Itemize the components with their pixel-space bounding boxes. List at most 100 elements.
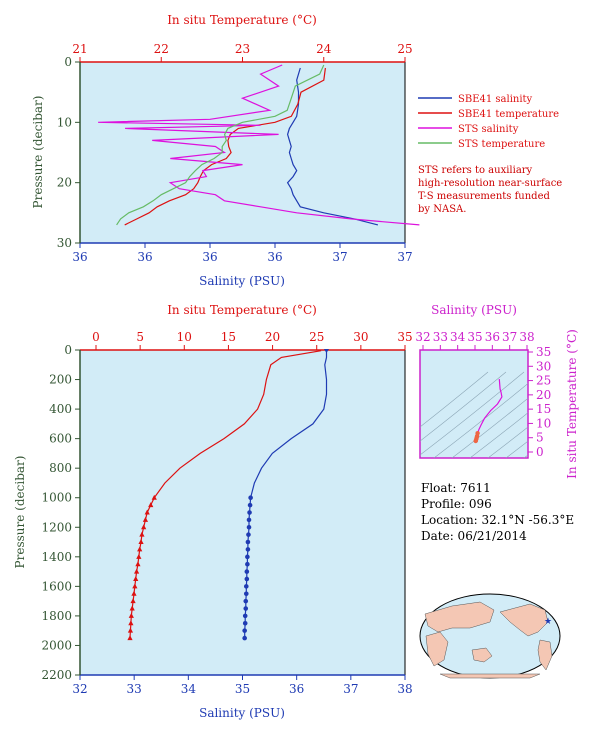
bottom-temperature-tick-label: 30	[353, 330, 368, 344]
bottom-pressure-tick-label: 800	[49, 461, 72, 475]
ts-temperature-tick-label: 20	[536, 388, 551, 402]
profile-number: Profile: 096	[421, 497, 492, 511]
top-salinity-tick-label: 36	[137, 250, 152, 264]
bottom-salinity-tick-label: 33	[127, 682, 142, 696]
salinity-marker	[245, 554, 250, 560]
temperature-marker	[148, 502, 154, 508]
temperature-marker	[142, 516, 149, 522]
ts-temperature-tick-label: 15	[536, 402, 551, 416]
density-contour	[451, 397, 528, 458]
salinity-marker	[243, 584, 249, 589]
temperature-marker	[141, 524, 147, 530]
temperature-marker	[151, 494, 157, 500]
top-salinity-tick-label: 36	[72, 250, 87, 264]
sts-note-line: T-S measurements funded	[418, 191, 550, 202]
top-pressure-axis-title: Pressure (decibar)	[31, 96, 45, 209]
ts-temperature-tick-label: 25	[536, 374, 551, 388]
sts-salinity-line	[98, 64, 420, 226]
bottom-salinity-tick-label: 34	[181, 682, 197, 696]
bottom-salinity-tick-label: 32	[72, 682, 87, 696]
sts-note-line: high-resolution near-surface	[418, 178, 563, 189]
bottom-pressure-tick-label: 600	[49, 432, 72, 446]
bottom-pressure-tick-label: 1000	[41, 491, 72, 505]
ts-salinity-tick-label: 33	[433, 330, 448, 344]
salinity-marker	[247, 502, 253, 508]
top-pressure-tick-label: 20	[57, 176, 72, 190]
salinity-marker	[246, 517, 252, 523]
date: Date: 06/21/2014	[421, 529, 527, 543]
salinity-marker	[245, 561, 250, 567]
salinity-marker	[245, 539, 251, 545]
sbe41-temperature-line	[124, 67, 326, 226]
bottom-pressure-tick-label: 1800	[41, 609, 72, 623]
temperature-marker	[139, 531, 145, 537]
top-temperature-tick-label: 24	[316, 42, 332, 56]
bottom-pressure-tick-label: 2200	[41, 668, 72, 682]
top-temperature-tick-label: 22	[154, 42, 169, 56]
salinity-marker	[242, 620, 248, 626]
bottom-temperature-tick-label: 25	[309, 330, 324, 344]
ts-temperature-tick-label: 0	[536, 445, 544, 459]
map-land-australia	[471, 647, 493, 663]
top-temperature-axis-title: In situ Temperature (°C)	[167, 13, 317, 27]
bottom-salinity-tick-label: 38	[397, 682, 412, 696]
legend-label-sbe41-temperature: SBE41 temperature	[458, 109, 559, 120]
salinity-marker	[246, 532, 251, 537]
top-salinity-tick-label: 36	[267, 250, 282, 264]
salinity-marker	[243, 606, 249, 611]
bottom-pressure-tick-label: 1600	[41, 579, 72, 593]
ts-salinity-tick-label: 38	[519, 330, 534, 344]
salinity-marker	[244, 569, 250, 574]
ts-curve	[473, 379, 503, 444]
sbe41-salinity-line	[286, 67, 379, 226]
salinity-marker	[246, 524, 252, 530]
bottom-pressure-tick-label: 200	[49, 373, 72, 387]
bottom-temperature-tick-label: 20	[265, 330, 280, 344]
top-salinity-axis-title: Salinity (PSU)	[199, 274, 285, 288]
float-id: Float: 7611	[421, 481, 491, 495]
ts-salinity-axis-title: Salinity (PSU)	[431, 303, 517, 317]
top-pressure-tick-label: 30	[57, 236, 72, 250]
temperature-marker	[127, 627, 134, 633]
top-profile-lines	[98, 64, 420, 226]
salinity-marker	[242, 613, 248, 619]
bottom-salinity-axis-title: Salinity (PSU)	[199, 706, 285, 720]
top-temperature-tick-label: 21	[72, 42, 87, 56]
bottom-profile-lines	[127, 348, 329, 641]
top-legend: SBE41 salinity SBE41 temperature STS sal…	[418, 94, 559, 150]
density-contour	[487, 426, 528, 458]
top-ticks: 21 22 23 24 25 36 36 36 36 37 37 0 10 20 30	[57, 42, 413, 264]
ts-salinity-tick-label: 34	[450, 330, 466, 344]
map-land-north-america	[499, 603, 549, 637]
sts-note-line: STS refers to auxiliary	[418, 165, 533, 176]
temperature-marker	[128, 620, 134, 626]
float-location-star-icon: ★	[544, 617, 552, 627]
density-contour	[505, 440, 528, 458]
bottom-pressure-tick-label: 1400	[41, 550, 72, 564]
temperature-marker	[137, 546, 143, 552]
ts-deep-marker	[473, 438, 478, 444]
ts-temperature-tick-label: 35	[536, 345, 551, 359]
bottom-pressure-tick-label: 1200	[41, 520, 72, 534]
top-salinity-tick-label: 36	[202, 250, 217, 264]
sts-temperature-line	[116, 64, 325, 226]
density-contour	[469, 412, 528, 458]
temperature-marker	[135, 561, 141, 567]
temperature-marker	[133, 575, 139, 581]
sts-note: STS refers to auxiliary high-resolution …	[418, 164, 562, 216]
bottom-temperature-tick-label: 15	[221, 330, 236, 344]
density-contour	[420, 371, 507, 442]
temperature-marker	[132, 583, 138, 589]
temperature-marker	[136, 553, 142, 559]
sts-note-line: by NASA.	[418, 204, 467, 215]
bottom-salinity-tick-label: 35	[235, 682, 250, 696]
temperature-marker	[138, 539, 144, 545]
float-info: Float: 7611 Profile: 096 Location: 32.1°…	[421, 480, 574, 544]
ts-temperature-axis-title: In situ Temperature (°C)	[565, 329, 579, 479]
bottom-temperature-tick-label: 35	[397, 330, 412, 344]
salinity-marker	[243, 591, 249, 597]
top-salinity-tick-label: 37	[332, 250, 347, 264]
bottom-plot-area	[79, 349, 406, 676]
top-salinity-tick-label: 37	[397, 250, 412, 264]
